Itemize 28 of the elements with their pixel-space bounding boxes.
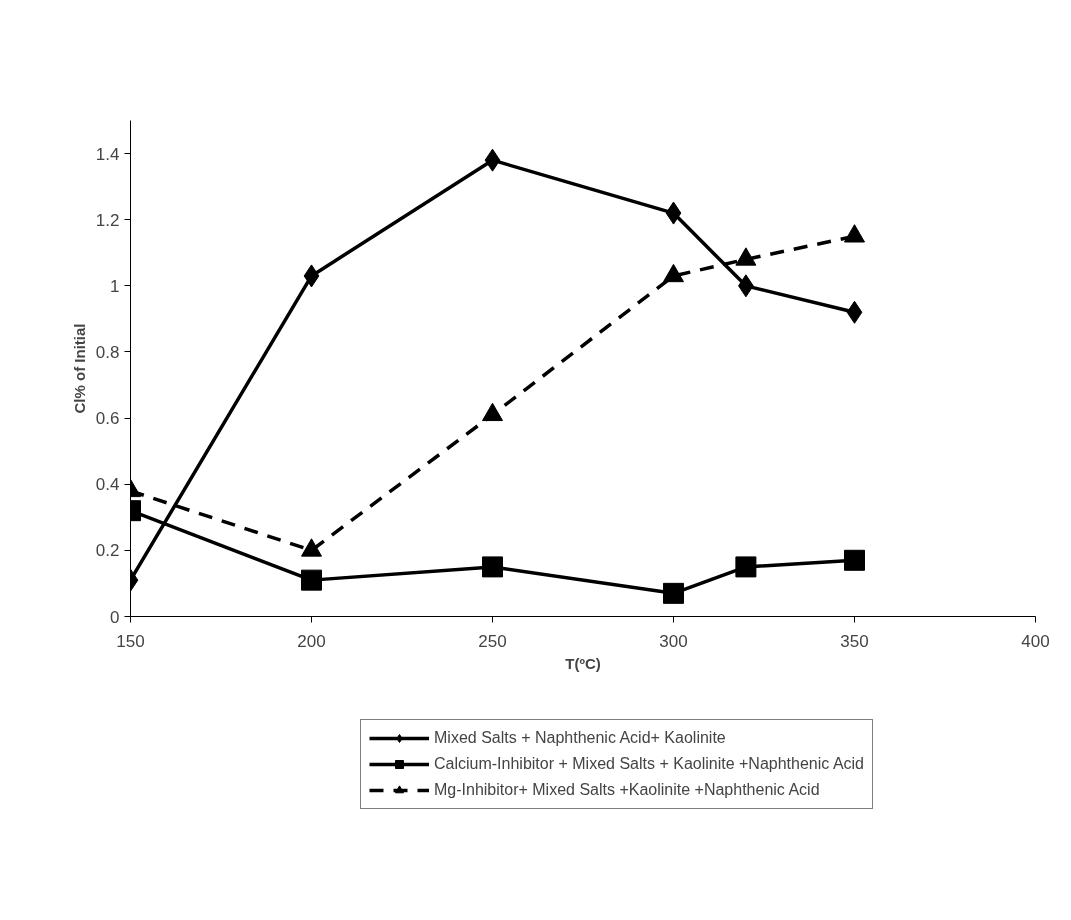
point xyxy=(482,556,503,578)
y-tick-label: 0.4 xyxy=(95,475,120,495)
point xyxy=(665,201,682,225)
point xyxy=(301,569,322,591)
y-tick-label: 0.6 xyxy=(95,409,120,429)
legend-label: Mixed Salts + Naphthenic Acid+ Kaolinite xyxy=(434,729,726,747)
y-axis-title: Cl% of Initial xyxy=(70,323,88,414)
point xyxy=(484,148,501,172)
x-tick-label: 150 xyxy=(116,631,145,651)
legend-label: Calcium-Inhibitor + Mixed Salts + Kaolinite +Naphthenic Acid xyxy=(434,755,864,773)
x-tick-label: 250 xyxy=(478,631,507,651)
y-tick-label: 0 xyxy=(110,607,120,627)
point xyxy=(846,300,863,324)
x-axis-title: T(ºC) xyxy=(565,654,601,672)
legend-label: Mg-Inhibitor+ Mixed Salts +Kaolinite +Naphthenic Acid xyxy=(434,781,820,799)
y-tick-label: 1.4 xyxy=(95,144,120,164)
point xyxy=(844,549,865,571)
y-tick-label: 1 xyxy=(110,276,120,296)
x-tick-label: 300 xyxy=(659,631,688,651)
point xyxy=(735,556,757,578)
x-tick-label: 350 xyxy=(840,631,869,651)
point xyxy=(303,264,320,288)
point xyxy=(663,582,684,604)
y-tick-label: 1.2 xyxy=(95,210,120,230)
x-tick-label: 200 xyxy=(297,631,326,651)
y-tick-label: 0.8 xyxy=(95,342,120,362)
y-tick-label: 0.2 xyxy=(95,541,120,561)
x-tick-label: 400 xyxy=(1021,631,1050,651)
